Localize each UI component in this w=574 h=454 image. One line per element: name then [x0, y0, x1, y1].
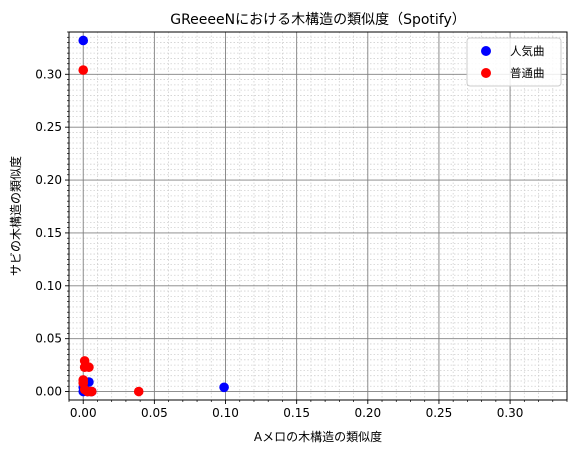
y-tick-label: 0.15 [35, 226, 62, 240]
legend-label-normal: 普通曲 [510, 66, 545, 80]
data-point-popular [219, 382, 229, 393]
x-axis: 0.00 0.05 0.10 0.15 0.20 0.25 0.30 [68, 400, 568, 420]
x-tick-label: 0.20 [354, 406, 381, 420]
y-tick-label: 0.10 [35, 279, 62, 293]
x-tick-label: 0.10 [212, 406, 239, 420]
major-grid [69, 32, 567, 400]
data-point-normal [84, 362, 94, 373]
y-tick-label: 0.00 [35, 385, 62, 399]
x-tick-label: 0.05 [141, 406, 168, 420]
data-point-normal [78, 65, 89, 75]
y-tick-label: 0.30 [35, 67, 62, 81]
data-point-popular [78, 35, 89, 46]
x-tick-label: 0.30 [497, 406, 524, 420]
minor-grid [68, 31, 568, 400]
y-tick-label: 0.25 [35, 120, 62, 134]
y-tick-label: 0.05 [35, 332, 62, 346]
data-points [78, 35, 229, 397]
legend-marker-popular [481, 46, 491, 56]
data-point-normal [86, 386, 97, 397]
x-tick-label: 0.15 [283, 406, 310, 420]
data-point-normal [133, 386, 144, 397]
legend-marker-normal [481, 68, 491, 78]
y-axis-label: サビの木構造の類似度 [8, 156, 23, 276]
legend: 人気曲 普通曲 [466, 37, 562, 87]
y-axis: 0.00 0.05 0.10 0.15 0.20 0.25 0.30 [35, 31, 69, 399]
x-tick-label: 0.00 [70, 406, 97, 420]
legend-label-popular: 人気曲 [510, 44, 545, 58]
x-tick-label: 0.25 [426, 406, 453, 420]
plot-frame [68, 31, 568, 401]
y-tick-label: 0.20 [35, 173, 62, 187]
x-axis-label: Aメロの木構造の類似度 [254, 429, 382, 444]
chart-title: GReeeeNにおける木構造の類似度（Spotify） [170, 12, 466, 28]
